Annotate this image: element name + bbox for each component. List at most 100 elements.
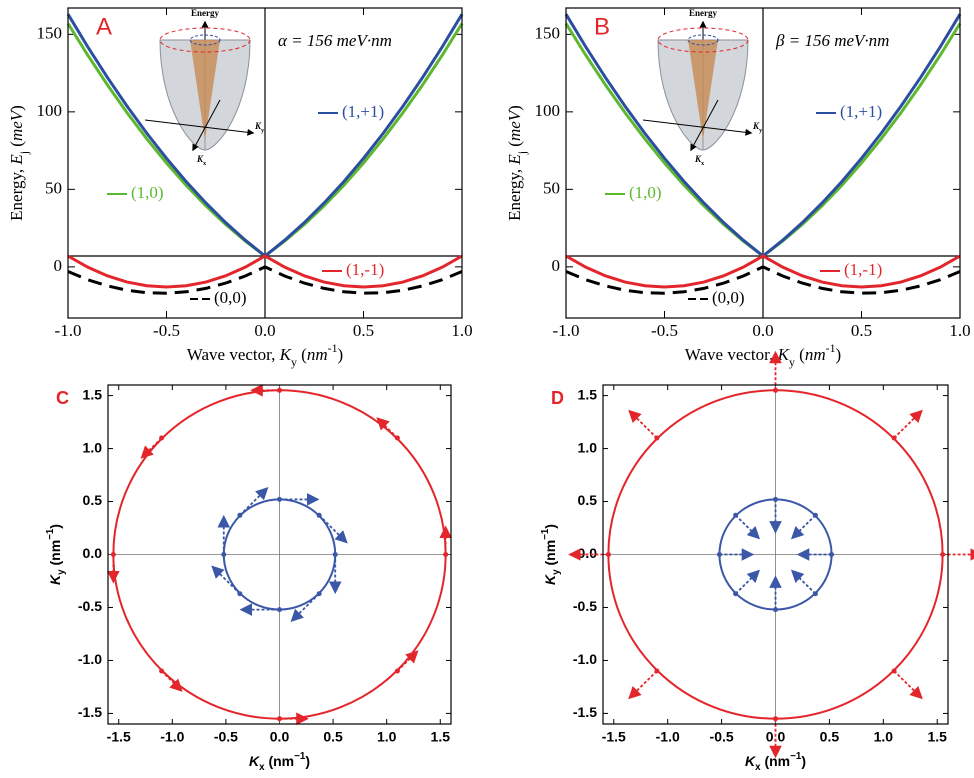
ring-point [159,435,165,441]
legend-label: (0,0) [712,288,745,307]
inset-label: Energy [689,8,717,18]
x-axis-label: Kx (nm−1) [249,751,310,773]
ring-point [812,591,818,597]
spin-arrow [290,593,320,622]
label-part: -1 [826,341,836,355]
legend-label: (1,-1) [346,260,384,279]
inset-axis [642,119,753,136]
x-tick-label: -1.0 [55,321,82,340]
inset-label: Ky [752,121,763,134]
y-tick-label: 0.0 [83,545,103,561]
series-line [565,265,961,295]
ring-point [221,552,227,557]
legend-label: (1,0) [629,183,662,202]
panel-label: D [551,388,564,408]
ring-point [773,716,778,722]
spin-arrow [628,670,658,700]
ring-point [812,512,818,518]
label-part: (nm [542,540,558,570]
legend-label: (1,+1) [342,102,384,121]
spin-arrow [790,569,817,595]
label-part: x [755,762,761,773]
x-tick-label: 1.0 [949,321,970,340]
plot-frame [565,7,961,319]
label-part: K [47,574,63,585]
label-part: K [745,753,756,769]
label-part: x [203,160,207,167]
inset-cone-inner [190,40,220,140]
y-tick-label: -0.5 [573,598,597,614]
legend-label: (1,+1) [840,102,882,121]
inset-label: Ky [254,121,265,134]
series-line [67,254,463,289]
inset-ring-inner [687,34,719,46]
label-part: Energy, [505,165,524,221]
ring-point [237,591,243,597]
label-part: y [759,127,763,134]
y-tick-label: -1.5 [573,704,597,720]
spin-arrow [734,514,761,540]
y-tick-label: 0.5 [578,492,598,508]
spin-arrow [318,514,348,544]
y-tick-label: -0.5 [78,598,102,614]
x-tick-label: 1.0 [451,321,472,340]
inset-ring-inner [189,34,221,46]
series-line [67,265,463,295]
label-part: Wave vector, [685,345,778,364]
x-axis-label: Wave vector, Ky (nm-1) [187,341,343,369]
label-part: K [254,121,262,131]
label-part: meV [7,108,26,141]
label-part: −1 [540,528,551,540]
inset-axis [144,119,255,136]
y-tick-label: 150 [37,23,63,42]
ring-point [733,591,739,597]
y-tick-label: 100 [37,101,63,120]
spin-arrow [211,565,241,595]
y-tick-label: 1.0 [578,439,598,455]
label-part: E [7,154,26,166]
inset-axis [192,99,221,152]
x-tick-label: -1.0 [160,729,184,745]
label-part: ) [305,753,310,769]
y-tick-label: 0.0 [578,545,598,561]
x-tick-label: -0.5 [710,729,734,745]
label-part: y [56,569,67,575]
label-part: j [515,151,529,155]
label-part: x [259,762,265,773]
label-part: ) [801,753,806,769]
y-tick-label: -1.5 [78,704,102,720]
x-tick-label: -1.0 [656,729,680,745]
spin-arrow [734,569,761,595]
y-tick-label: 1.0 [83,439,103,455]
label-part: nm [307,345,328,364]
label-part: ) [836,345,842,364]
x-tick-label: 0.0 [270,729,290,745]
spin-arrow [160,670,183,692]
x-tick-label: 0.5 [820,729,840,745]
ring-point [654,435,660,441]
ring-point [940,552,946,557]
ring-point [605,552,611,557]
y-tick-label: -1.0 [573,651,597,667]
y-axis-label: Ky (nm−1) [45,524,67,585]
ring-point [394,668,400,674]
label-part: K [752,121,760,131]
ring-point [237,512,243,518]
ring-point [277,716,282,722]
ring-point [159,668,165,674]
y-tick-label: 0 [552,256,561,275]
ring-point [394,435,400,441]
label-part: nm [805,345,826,364]
x-tick-label: 0.0 [254,321,275,340]
label-part: y [261,127,265,134]
spin-arrow [893,409,923,439]
annotation: α = 156 meV·nm [278,31,392,50]
label-part: (nm [761,753,791,769]
ring-point [277,387,282,393]
y-tick-label: 1.5 [578,386,598,402]
x-tick-label: 1.5 [431,729,451,745]
spin-arrow [790,514,817,540]
label-part: ) [7,105,26,111]
label-part: x [701,160,705,167]
